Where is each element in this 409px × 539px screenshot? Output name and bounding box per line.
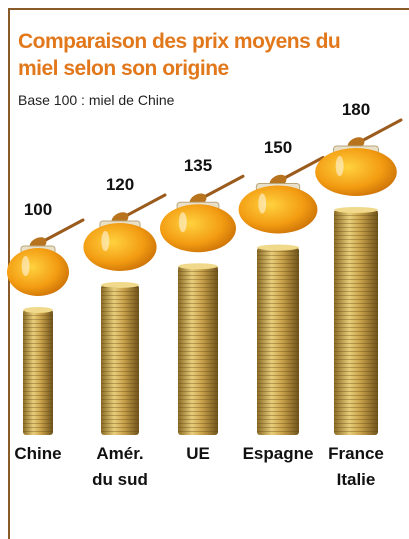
coin-top [334,207,378,213]
chart-subtitle: Base 100 : miel de Chine [18,92,175,108]
category-label: France Italie [328,444,384,489]
value-label: 120 [105,175,135,194]
jar-shine [21,256,30,276]
category-label: Espagne [242,444,314,463]
jar-shine [178,212,187,233]
chart-title: Comparaison des prix moyens du miel selo… [18,30,341,80]
jar [7,248,69,296]
jar [238,185,318,234]
coin-top [178,263,218,270]
category-label: Chine [14,444,62,463]
value-label: 180 [341,100,371,119]
jar-shine [101,231,110,251]
coin-lines [23,310,53,435]
coin-top [101,282,139,288]
value-label: 150 [263,137,293,157]
jar-shine [335,156,344,176]
category-label: Amér. du sud [92,444,148,489]
coin-lines [334,210,378,435]
jar [315,148,397,196]
coin-lines [257,247,299,435]
value-label: 100 [23,200,53,219]
coin-top [23,307,53,313]
coin-lines [101,285,139,435]
jar-shine [258,193,267,214]
coin-lines [178,266,218,435]
coin-top [257,244,299,251]
jar [160,204,236,253]
value-label: 135 [183,156,213,176]
category-label: UE [186,444,210,463]
jar [83,223,157,271]
